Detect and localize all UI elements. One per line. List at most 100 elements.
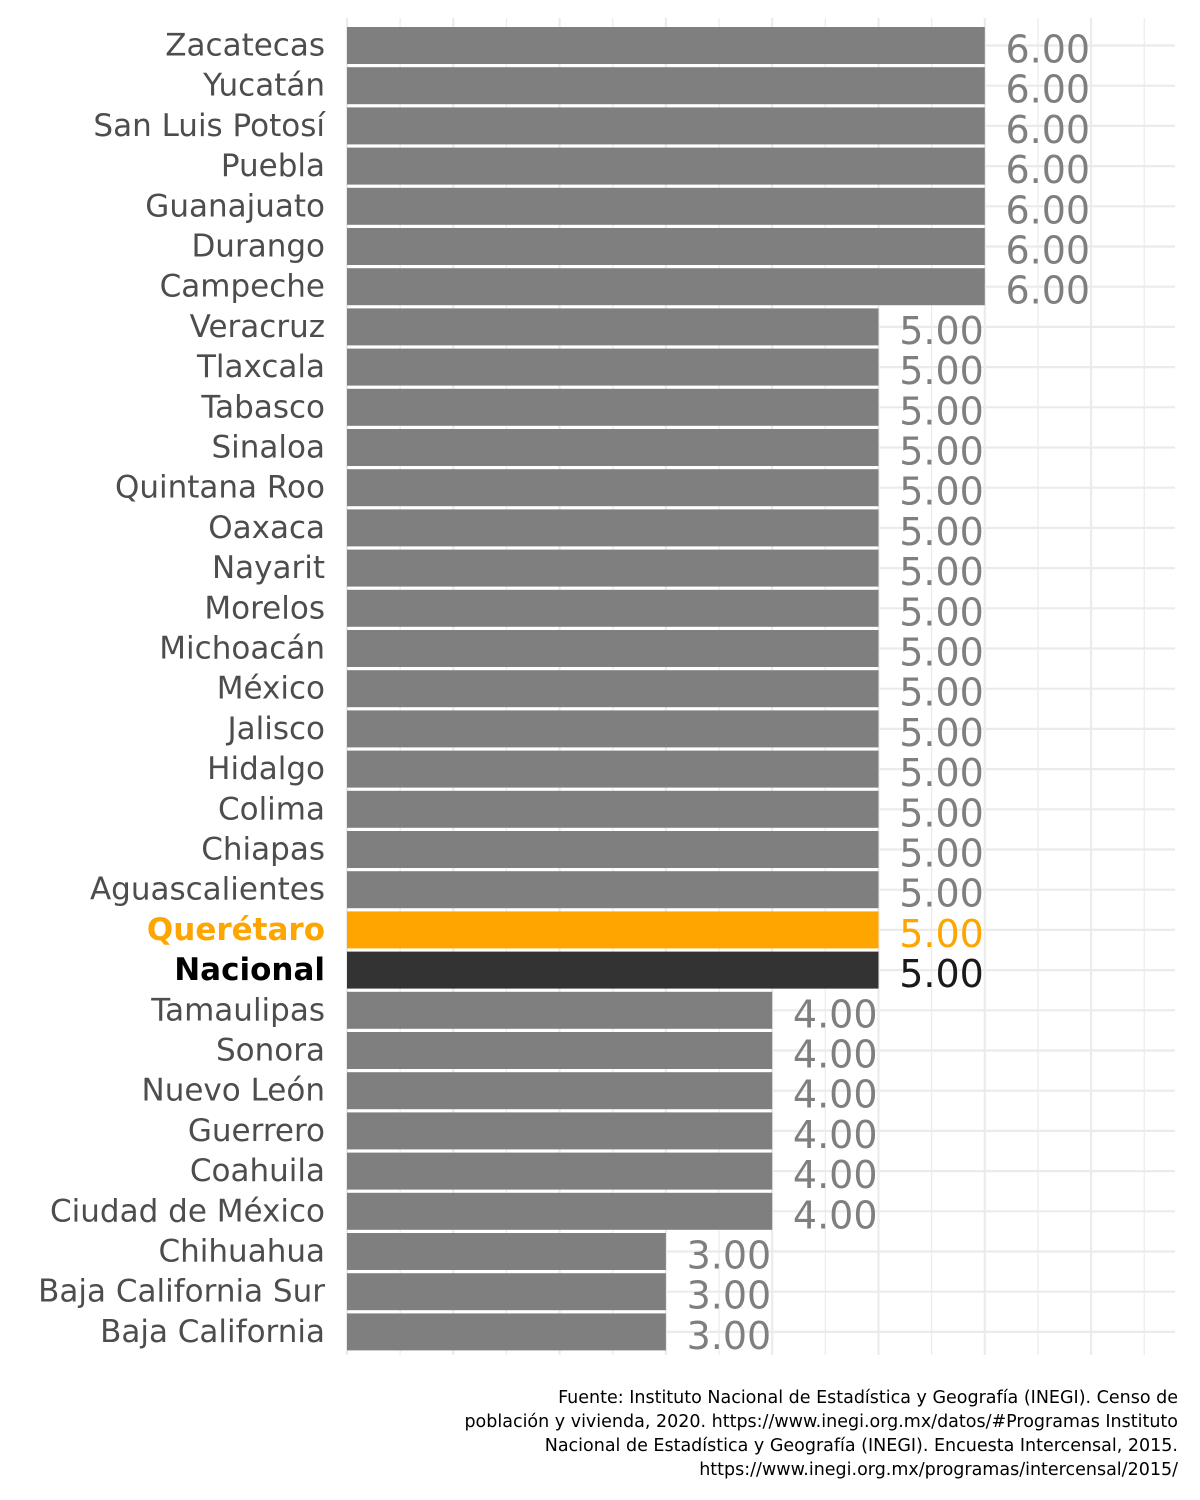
- category-label: Oaxaca: [208, 510, 325, 546]
- bar: [347, 630, 879, 667]
- category-label: Durango: [191, 229, 325, 265]
- bar: [347, 308, 879, 346]
- bar: [347, 228, 985, 265]
- bar: [347, 67, 985, 105]
- caption-line: población y vivienda, 2020. https://www.…: [464, 1412, 1178, 1432]
- bar: [347, 429, 879, 466]
- value-label: 5.00: [899, 590, 984, 634]
- value-label: 5.00: [899, 952, 984, 996]
- bar: [347, 790, 879, 828]
- category-label: Campeche: [160, 269, 325, 305]
- category-label: Colima: [218, 791, 325, 827]
- bar: [347, 1072, 773, 1110]
- value-label: 5.00: [899, 832, 984, 876]
- category-label: Sinaloa: [211, 430, 325, 466]
- bar-chart: Zacatecas Yucatán San Luis Potosí Puebla Gua…: [38, 18, 1175, 1358]
- bar: [347, 1313, 666, 1351]
- bar: [347, 1152, 773, 1190]
- value-label: 6.00: [1005, 229, 1090, 273]
- category-label: Guanajuato: [145, 188, 325, 224]
- bar: [347, 549, 879, 587]
- category-label: Jalisco: [225, 711, 325, 747]
- value-label: 5.00: [899, 791, 984, 835]
- bar: [347, 670, 879, 708]
- bar: [347, 27, 985, 64]
- category-label: Veracruz: [190, 309, 325, 345]
- value-label: 5.00: [899, 430, 984, 474]
- category-label: Nayarit: [212, 550, 325, 586]
- value-label: 5.00: [899, 349, 984, 393]
- category-label: Chiapas: [201, 832, 325, 868]
- bar: [347, 348, 879, 386]
- value-label: 6.00: [1005, 68, 1090, 112]
- bar: [347, 268, 985, 306]
- category-label: Tamaulipas: [150, 992, 325, 1028]
- value-label: 5.00: [899, 550, 984, 594]
- bar: [347, 710, 879, 748]
- category-label: Yucatán: [202, 68, 325, 104]
- category-label: Nuevo León: [142, 1073, 326, 1109]
- bar: [347, 911, 879, 949]
- category-label: Aguascalientes: [90, 872, 325, 908]
- value-label: 5.00: [899, 510, 984, 554]
- category-label: Sonora: [216, 1033, 325, 1069]
- bar: [347, 1112, 773, 1150]
- bar: [347, 187, 985, 225]
- category-label: México: [217, 671, 325, 707]
- value-label: 4.00: [793, 992, 878, 1036]
- value-label: 5.00: [899, 470, 984, 514]
- value-label: 5.00: [899, 309, 984, 353]
- category-label: Morelos: [204, 590, 325, 626]
- value-label: 4.00: [793, 1073, 878, 1117]
- value-labels: 6.006.006.006.006.006.006.005.005.005.00…: [687, 28, 1091, 1358]
- bars: [347, 27, 985, 1351]
- caption-line: Fuente: Instituto Nacional de Estadístic…: [558, 1388, 1178, 1408]
- value-label: 3.00: [687, 1314, 772, 1358]
- category-label: Baja California Sur: [38, 1274, 325, 1310]
- category-label: Baja California: [100, 1314, 325, 1350]
- bar: [347, 871, 879, 909]
- bar: [347, 469, 879, 507]
- value-label: 3.00: [687, 1274, 772, 1318]
- category-label: Michoacán: [159, 631, 325, 667]
- value-label: 4.00: [793, 1033, 878, 1077]
- category-label: Tabasco: [200, 389, 325, 425]
- caption-line: Nacional de Estadística y Geografía (INE…: [544, 1436, 1178, 1456]
- bar: [347, 1032, 773, 1069]
- category-label: Querétaro: [147, 912, 325, 948]
- bar: [347, 1273, 666, 1311]
- value-label: 4.00: [793, 1193, 878, 1237]
- value-label: 3.00: [687, 1234, 772, 1278]
- bar: [347, 1233, 666, 1270]
- category-label: Chihuahua: [159, 1234, 326, 1270]
- bar: [347, 991, 773, 1029]
- category-label: Guerrero: [188, 1113, 325, 1149]
- value-label: 4.00: [793, 1113, 878, 1157]
- category-label: Zacatecas: [165, 28, 325, 64]
- source-caption: Fuente: Instituto Nacional de Estadístic…: [358, 1386, 1178, 1482]
- category-label: Quintana Roo: [115, 470, 325, 506]
- value-label: 6.00: [1005, 108, 1090, 152]
- category-label: Nacional: [174, 952, 325, 988]
- category-label: Coahuila: [190, 1153, 325, 1189]
- value-label: 6.00: [1005, 269, 1090, 313]
- bar: [347, 147, 985, 185]
- category-label: Puebla: [221, 148, 325, 184]
- value-label: 5.00: [899, 671, 984, 715]
- value-label: 6.00: [1005, 188, 1090, 232]
- bar: [347, 951, 879, 989]
- value-label: 6.00: [1005, 28, 1090, 72]
- bar: [347, 107, 985, 145]
- bar: [347, 388, 879, 426]
- category-labels: Zacatecas Yucatán San Luis Potosí Puebla Gua…: [38, 28, 326, 1350]
- category-label: Hidalgo: [207, 751, 325, 787]
- bar: [347, 750, 879, 788]
- category-label: Ciudad de México: [50, 1193, 325, 1229]
- bar: [347, 831, 879, 868]
- value-label: 4.00: [793, 1153, 878, 1197]
- category-label: Tlaxcala: [196, 349, 325, 385]
- value-label: 5.00: [899, 631, 984, 675]
- value-label: 5.00: [899, 389, 984, 433]
- category-label: San Luis Potosí: [93, 108, 326, 144]
- value-label: 5.00: [899, 751, 984, 795]
